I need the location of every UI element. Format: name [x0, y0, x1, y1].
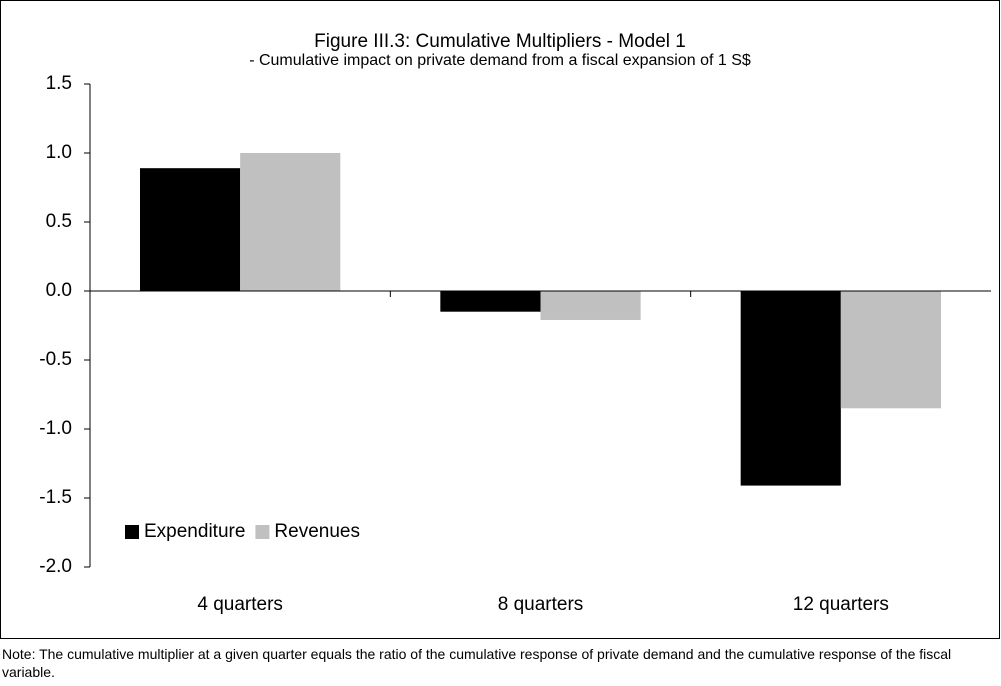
- chart: Figure III.3: Cumulative Multipliers - M…: [0, 0, 1000, 639]
- x-tick-label: 12 quarters: [793, 594, 889, 615]
- x-tick-label: 4 quarters: [197, 594, 283, 615]
- legend-label: Revenues: [274, 521, 360, 542]
- y-tick-label: -2.0: [39, 556, 72, 577]
- y-tick-label: -0.5: [39, 349, 72, 370]
- chart-subtitle: - Cumulative impact on private demand fr…: [249, 52, 751, 69]
- bar: [240, 153, 341, 291]
- legend-swatch: [125, 525, 139, 539]
- y-tick-label: 1.0: [46, 142, 72, 163]
- legend-label: Expenditure: [144, 521, 245, 542]
- y-tick-label: 1.5: [46, 73, 72, 94]
- bar: [540, 291, 641, 320]
- y-tick-label: 0.5: [46, 211, 72, 232]
- bar: [740, 291, 841, 486]
- chart-title: Figure III.3: Cumulative Multipliers - M…: [314, 31, 686, 52]
- y-tick-label: -1.0: [39, 418, 72, 439]
- x-tick-label: 8 quarters: [498, 594, 584, 615]
- chart-border: [0, 0, 1000, 639]
- legend-swatch: [255, 525, 270, 539]
- y-tick-label: 0.0: [46, 280, 72, 301]
- bar: [840, 291, 941, 409]
- bar: [140, 168, 241, 291]
- bar: [440, 291, 541, 312]
- y-tick-label: -1.5: [39, 487, 72, 508]
- note: Note: The cumulative multiplier at a giv…: [2, 646, 952, 680]
